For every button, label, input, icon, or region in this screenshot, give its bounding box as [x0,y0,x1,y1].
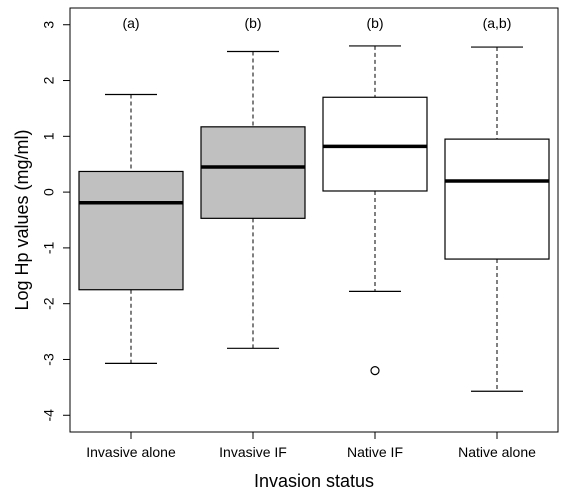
group-annotation: (a) [122,15,139,31]
box-1 [78,93,184,364]
y-tick-label: 2 [41,76,57,84]
box-4 [444,46,550,392]
x-tick-label: Native IF [347,444,403,460]
x-tick-label: Invasive alone [86,444,176,460]
y-tick-label: 3 [41,21,57,29]
plot-frame [69,7,559,433]
x-tick-label: Native alone [458,444,536,460]
box-3 [322,45,428,376]
box-2 [200,50,306,349]
group-annotation: (a,b) [483,15,512,31]
y-axis: -4 -3 -2 -1 0 1 2 3 [41,21,70,422]
x-tick-label: Invasive IF [219,444,287,460]
group-annotation: (b) [366,15,383,31]
iqr-box [444,138,550,260]
plot-border [69,7,559,433]
y-tick-label: -3 [41,353,57,366]
y-tick-label: 0 [41,188,57,196]
y-axis-title: Log Hp values (mg/ml) [12,129,32,310]
iqr-box [78,170,184,291]
outlier-point [370,366,380,376]
y-tick-label: 1 [41,132,57,140]
iqr-box [200,126,306,219]
y-tick-label: -2 [41,297,57,310]
x-axis: Invasive alone Invasive IF Native IF Native… [86,432,536,460]
y-tick-label: -4 [41,409,57,422]
group-annotation: (b) [244,15,261,31]
iqr-box [322,96,428,192]
annotations-group: (a) (b) (b) (a,b) [122,15,511,31]
boxes-group [78,45,550,392]
y-tick-label: -1 [41,241,57,254]
x-axis-title: Invasion status [254,471,374,491]
